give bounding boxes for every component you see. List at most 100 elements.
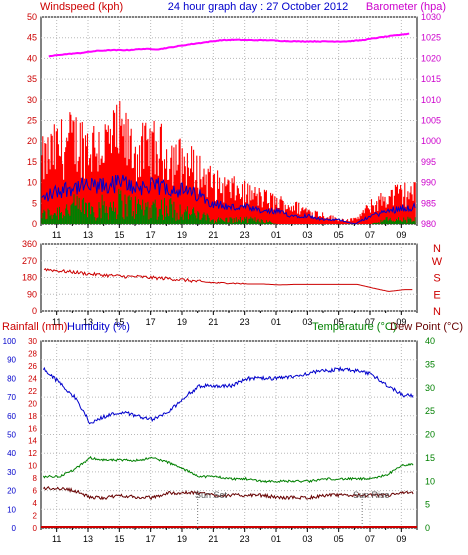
- temperature-axis-title: Temperature (°C): [312, 321, 396, 333]
- humidity-panel: 3028262422201816141210864201009080706050…: [2, 321, 463, 544]
- barometer-y-tick-label: 1020: [421, 53, 441, 63]
- x-tick-label: 01: [271, 230, 281, 240]
- rain-y-tick-label: 4: [33, 499, 38, 508]
- x-tick-label: 23: [240, 317, 250, 327]
- x-tick-label: 05: [334, 230, 344, 240]
- direction-series: [43, 267, 413, 292]
- direction-y-tick-label: 0: [32, 306, 37, 316]
- dewpoint-axis-title: Dew Point (°C): [390, 321, 463, 333]
- x-tick-label: 19: [177, 317, 187, 327]
- direction-y-tick-label: 270: [22, 256, 37, 266]
- x-tick-label: 17: [146, 317, 156, 327]
- x-tick-label: 03: [302, 230, 312, 240]
- rain-y-tick-label: 30: [28, 337, 37, 346]
- direction-y-tick-label: 180: [22, 273, 37, 283]
- rain-y-tick-label: 6: [33, 487, 38, 496]
- barometer-y-tick-label: 980: [421, 219, 436, 229]
- x-tick-label: 03: [302, 534, 312, 544]
- x-tick-label: 23: [240, 534, 250, 544]
- x-tick-label: 09: [396, 230, 406, 240]
- wind-panel: 5045403530252015105010301025102010151010…: [27, 1, 446, 240]
- compass-label: W: [432, 256, 443, 268]
- rainfall-axis-title: Rainfall (mm): [2, 321, 67, 333]
- humidity-axis-title: Humidity (%): [67, 321, 130, 333]
- barometer-y-tick-label: 990: [421, 178, 436, 188]
- x-tick-label: 05: [334, 317, 344, 327]
- x-tick-label: 07: [365, 534, 375, 544]
- x-tick-label: 07: [365, 230, 375, 240]
- humidity-y-tick-label: 60: [7, 412, 16, 421]
- wind-axis-title: Windspeed (kph): [40, 1, 123, 13]
- humidity-axes: 3028262422201816141210864201009080706050…: [3, 336, 435, 544]
- rain-y-tick-label: 26: [28, 362, 37, 371]
- dewpoint-series: [43, 486, 414, 501]
- x-tick-label: 01: [271, 317, 281, 327]
- wind-y-tick-label: 30: [27, 95, 37, 105]
- x-tick-label: 23: [240, 230, 250, 240]
- temperature-y-tick-label: 35: [425, 359, 435, 369]
- temperature-y-tick-label: 15: [425, 453, 435, 463]
- humidity-y-tick-label: 20: [7, 487, 16, 496]
- barometer-y-tick-label: 1005: [421, 116, 441, 126]
- rain-y-tick-label: 16: [28, 424, 37, 433]
- wind-y-tick-label: 15: [27, 157, 37, 167]
- barometer-series: [48, 32, 410, 58]
- wind-series: [41, 32, 416, 225]
- humidity-series: [42, 365, 414, 425]
- x-tick-label: 07: [365, 317, 375, 327]
- x-tick-label: 11: [52, 317, 61, 327]
- compass-label: E: [433, 289, 440, 301]
- x-tick-label: 15: [114, 534, 124, 544]
- wind-y-tick-label: 40: [27, 53, 37, 63]
- rain-y-tick-label: 0: [33, 524, 38, 533]
- humidity-y-tick-label: 50: [7, 431, 16, 440]
- sunrise-label: Sun Rise: [353, 490, 390, 500]
- rain-y-tick-label: 2: [33, 512, 38, 521]
- x-tick-label: 19: [177, 230, 187, 240]
- temperature-y-tick-label: 0: [425, 523, 430, 533]
- compass-label: N: [433, 306, 441, 318]
- wind-axes: 5045403530252015105010301025102010151010…: [27, 12, 441, 240]
- sunset-label: Sun Set: [195, 490, 228, 500]
- humidity-y-tick-label: 80: [7, 374, 16, 383]
- rain-y-tick-label: 18: [28, 412, 37, 421]
- x-tick-label: 21: [208, 230, 218, 240]
- barometer-y-tick-label: 995: [421, 157, 436, 167]
- x-tick-label: 21: [208, 317, 218, 327]
- rain-y-tick-label: 10: [28, 462, 37, 471]
- x-tick-label: 17: [146, 230, 156, 240]
- barometer-axis-title: Barometer (hpa): [366, 1, 446, 13]
- rain-y-tick-label: 22: [28, 387, 37, 396]
- x-tick-label: 09: [396, 317, 406, 327]
- x-tick-label: 11: [52, 230, 61, 240]
- wind-y-tick-label: 35: [27, 74, 37, 84]
- x-tick-label: 03: [302, 317, 312, 327]
- wind-avg-series: [41, 174, 416, 225]
- barometer-y-tick-label: 985: [421, 198, 436, 208]
- humidity-y-tick-label: 10: [7, 505, 16, 514]
- barometer-y-tick-label: 1000: [421, 136, 441, 146]
- humidity-y-tick-label: 0: [12, 524, 17, 533]
- x-tick-label: 13: [83, 317, 93, 327]
- direction-plot-area: [40, 243, 418, 312]
- rain-y-tick-label: 24: [28, 374, 37, 383]
- temperature-y-tick-label: 25: [425, 406, 435, 416]
- x-tick-label: 11: [52, 534, 61, 544]
- direction-y-tick-label: 360: [22, 239, 37, 249]
- x-tick-label: 05: [334, 534, 344, 544]
- x-tick-label: 01: [271, 534, 281, 544]
- humidity-y-tick-label: 70: [7, 393, 16, 402]
- x-tick-label: 09: [396, 534, 406, 544]
- compass-label: N: [433, 243, 441, 255]
- wind-low-series: [41, 188, 416, 224]
- chart-title: 24 hour graph day : 27 October 2012: [168, 1, 348, 13]
- humidity-series: [41, 365, 417, 528]
- x-tick-label: 13: [83, 230, 93, 240]
- temperature-y-tick-label: 5: [425, 500, 430, 510]
- humidity-grid: [41, 340, 417, 529]
- temperature-y-tick-label: 30: [425, 383, 435, 393]
- barometer-y-tick-label: 1015: [421, 74, 441, 84]
- rain-y-tick-label: 12: [28, 449, 37, 458]
- rain-y-tick-label: 8: [33, 474, 38, 483]
